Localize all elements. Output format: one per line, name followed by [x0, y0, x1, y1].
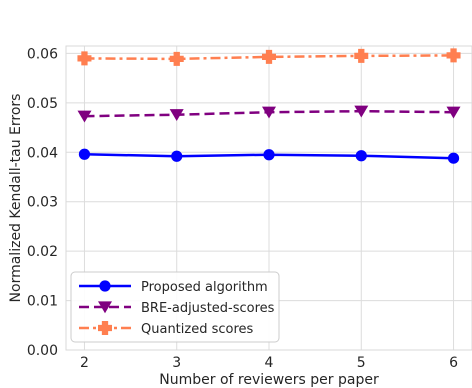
data-point: [169, 109, 184, 121]
series-quantized-scores: [77, 48, 461, 66]
data-point: [447, 152, 460, 164]
x-axis-label: Number of reviewers per paper: [159, 372, 379, 388]
legend-label: Proposed algorithm: [141, 280, 268, 295]
legend-box: [70, 271, 280, 343]
data-point: [169, 51, 184, 66]
data-point: [354, 105, 369, 118]
data-point: [446, 106, 461, 119]
data-point: [262, 49, 276, 64]
x-tick-label: 3: [172, 355, 181, 371]
y-tick-label: 0.04: [27, 145, 58, 161]
y-tick-label: 0.02: [27, 244, 58, 260]
data-point: [98, 321, 112, 335]
data-point: [78, 148, 91, 160]
data-point: [262, 106, 276, 119]
data-point: [171, 150, 183, 162]
y-tick-label: 0.06: [27, 46, 58, 62]
data-point: [263, 149, 275, 161]
data-point: [446, 48, 461, 63]
data-point: [354, 48, 369, 63]
x-tick-label: 6: [449, 355, 458, 371]
plot-frame: [65, 45, 472, 351]
x-axis-ticks: 2 3 4 5 6: [80, 355, 458, 371]
series-layer: [77, 48, 461, 164]
x-tick-label: 4: [265, 355, 274, 371]
data-point: [77, 110, 92, 123]
data-point: [99, 280, 111, 292]
series-bre-adjusted-scores: [77, 105, 461, 123]
legend: Proposed algorithm BRE-adjusted-scores Qua…: [70, 271, 280, 343]
y-axis-ticks: 0.00 0.01 0.02 0.03 0.04 0.05 0.06: [27, 46, 58, 359]
y-tick-label: 0.03: [27, 195, 58, 211]
data-point: [355, 150, 367, 162]
series-proposed-algorithm: [78, 148, 460, 164]
x-tick-label: 5: [357, 355, 366, 371]
y-tick-label: 0.01: [27, 294, 58, 310]
y-axis-label: Normalized Kendall-tau Errors: [8, 94, 24, 303]
y-tick-label: 0.00: [27, 343, 58, 359]
legend-label: Quantized scores: [141, 322, 254, 337]
legend-label: BRE-adjusted-scores: [141, 301, 275, 316]
data-point: [98, 301, 112, 314]
x-tick-label: 2: [80, 355, 89, 371]
data-point: [77, 51, 92, 66]
y-tick-label: 0.05: [27, 96, 58, 112]
